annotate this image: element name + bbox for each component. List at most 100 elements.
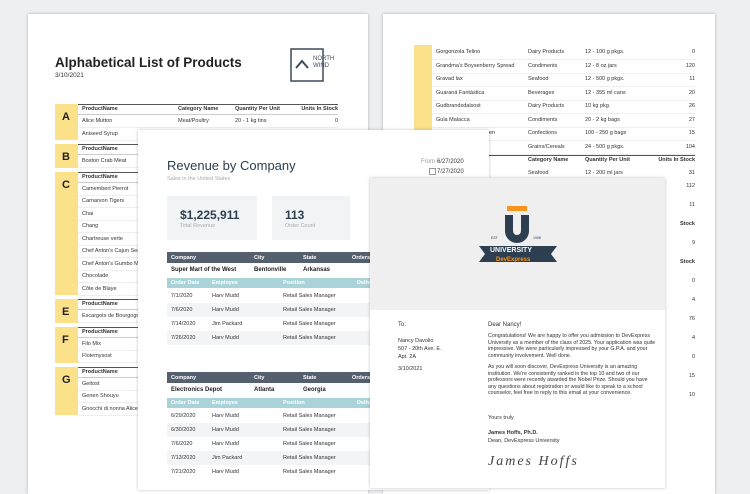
company-header	[167, 372, 489, 383]
company-cell: Arkansas	[303, 267, 331, 273]
row-line	[432, 99, 695, 101]
header-line	[78, 104, 338, 105]
column-header: Order Date	[171, 280, 200, 286]
logo-title: UNIVERSITY	[490, 247, 533, 254]
cell: Grandma's Boysenberry Spread	[436, 62, 515, 69]
column-header: ProductName	[82, 301, 118, 307]
cell: 12 - 500 g pkgs.	[585, 76, 625, 82]
stat-card	[272, 196, 350, 240]
cell: Seafood	[528, 76, 549, 82]
cell: Geitost	[82, 380, 100, 387]
northwind-logo	[290, 48, 324, 82]
cell: 100 - 250 g bags	[585, 130, 627, 136]
cell: Confections	[528, 130, 558, 136]
company-header	[167, 252, 489, 263]
cell: Chef Anton's Cajun Seasoning	[82, 248, 157, 254]
group-letter: B	[62, 151, 70, 163]
column-header: ProductName	[82, 146, 118, 152]
cell: Condiments	[528, 116, 558, 123]
header-line	[78, 114, 338, 115]
stat-card	[167, 196, 257, 240]
cell: 20	[688, 89, 695, 96]
cell: Boston Crab Meat	[82, 158, 127, 164]
cell: Condiments	[528, 62, 558, 69]
column-header: Employee	[212, 400, 238, 406]
cell: Chef Anton's Gumbo Mix	[82, 260, 143, 267]
order-cell: 7/14/2020	[171, 321, 196, 327]
logo-year: 1998	[533, 236, 541, 240]
column-header: Company	[171, 254, 197, 261]
cell: 0	[691, 354, 695, 360]
column-header: ProductName	[82, 106, 118, 112]
group-band	[55, 171, 78, 295]
cell: 0	[691, 278, 695, 284]
column-header: Category Name	[528, 157, 569, 163]
row-line	[432, 86, 695, 87]
column-header: Orders	[352, 254, 371, 261]
order-cell: Retail Sales Manager	[283, 441, 336, 447]
cell: 12 - 100 g pkgs.	[585, 49, 625, 55]
column-header: Company	[171, 374, 197, 381]
company-cell: Bentonville	[254, 267, 287, 273]
cell: 10 kg pkg.	[585, 103, 611, 109]
letter-header	[370, 178, 665, 310]
cell: Gudbrandsdalsost	[436, 103, 481, 109]
cell: Chai	[82, 210, 94, 217]
column-header: Employee	[212, 280, 238, 286]
cell: 10	[688, 392, 695, 398]
cell: Gnocchi di nonna Alice	[82, 405, 138, 412]
viewer: Alphabetical List of Products 3/10/2021 NO…	[28, 14, 715, 494]
order-cell: Retail Sales Manager	[283, 335, 336, 341]
cell: Aniseed Syrup	[82, 130, 118, 137]
cell: 24 - 500 g pkgs.	[585, 143, 625, 150]
cell: Chocolade	[82, 273, 109, 279]
row-line	[432, 59, 695, 60]
date-label: From	[421, 159, 435, 165]
greeting: Dear Nancy!	[488, 322, 522, 328]
cell: 11	[689, 202, 695, 208]
company-cell: Atlanta	[254, 387, 275, 393]
order-cell: 7/26/2020	[171, 335, 196, 341]
date-to: 7/27/2020	[437, 169, 464, 175]
cell: 12 - 355 ml cans	[585, 89, 626, 96]
report-title: Alphabetical List of Products	[55, 55, 242, 70]
letter-date: 3/10/2021	[398, 366, 423, 372]
cell: Gula Malacca	[436, 116, 470, 123]
column-header: Order Date	[171, 400, 200, 406]
cell: 104	[685, 143, 695, 150]
column-header: State	[303, 254, 317, 261]
cell: 112	[686, 183, 695, 189]
cell: Carnarvon Tigers	[82, 198, 125, 204]
cell: Grains/Cereals	[528, 143, 565, 150]
logo-text: WIND	[313, 63, 329, 69]
cell: Alice Mutton	[82, 118, 113, 124]
order-cell: Retail Sales Manager	[283, 455, 336, 461]
order-cell: Harv Mudd	[212, 293, 239, 299]
group-letter: G	[62, 373, 71, 386]
column-header: Delivery	[357, 400, 379, 406]
order-cell: Retail Sales Manager	[283, 469, 336, 475]
order-cell: Retail Sales Manager	[283, 321, 336, 327]
row-line	[432, 153, 695, 155]
column-header: Orders	[352, 374, 371, 381]
signer: James Hoffs, Ph.D.	[488, 430, 538, 436]
logo-est: EST	[491, 236, 498, 240]
row-line	[432, 113, 695, 114]
paragraph: Congratulations! We are happy to offer y…	[488, 333, 656, 359]
closing: Yours truly	[488, 415, 514, 421]
letter-page: UNIVERSITY DevExpress EST 1998 To: Nancy Davo…	[370, 178, 665, 488]
stat-label: Order Count	[285, 223, 316, 229]
signature: James Hoffs	[488, 454, 579, 469]
cell: 15	[688, 130, 695, 136]
cell: 0	[334, 118, 338, 124]
cell: 26	[688, 103, 695, 109]
column-header: Position	[283, 280, 305, 286]
order-cell: Harv Mudd	[212, 469, 239, 475]
cell: 0	[691, 49, 695, 55]
group-letter: A	[62, 111, 70, 123]
order-cell: Harv Mudd	[212, 413, 239, 419]
order-cell: 7/6/2020	[171, 307, 193, 313]
order-cell: 6/29/2020	[171, 413, 196, 419]
company-cell: Georgia	[303, 387, 326, 393]
column-header: ProductName	[82, 328, 118, 335]
